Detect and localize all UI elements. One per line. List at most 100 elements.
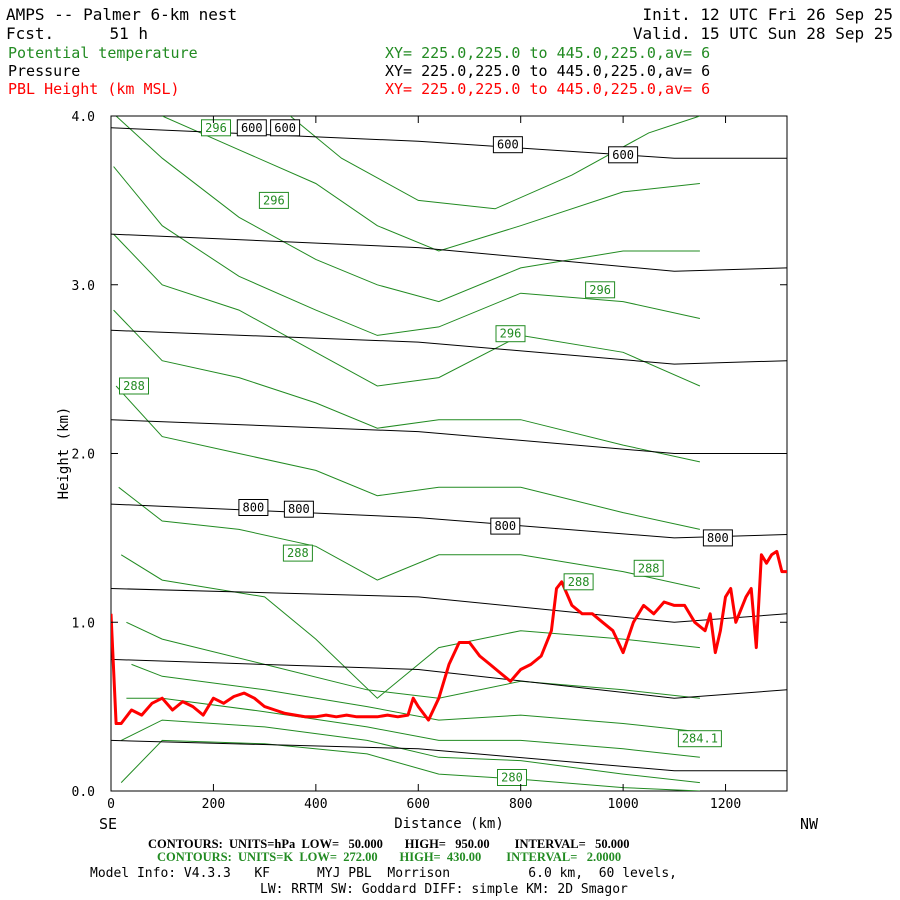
contour-label: 288 [563,573,594,591]
isentrope-line [120,554,700,699]
x-end-label-nw: NW [800,815,819,833]
contour-label: 296 [495,325,526,343]
contour-label: 296 [201,119,231,137]
contour-label-box [492,136,523,154]
contour-label-text: 284.1 [682,732,718,746]
contour-label-text: 800 [288,502,310,516]
isobar-line [111,233,787,272]
isentrope-line [126,697,700,758]
x-tick-label: 1200 [710,797,741,812]
contour-label-text: 600 [612,148,634,162]
isentrope-line [113,233,701,387]
x-tick-label: 600 [407,797,430,812]
contour-label-box [677,730,722,748]
contour-label: 600 [492,136,523,154]
axes-group: 0 200 400 600 800 1000 1200 0.0 1.0 2.0 3.0 4.0 [72,110,787,812]
contour-label: 800 [283,500,314,518]
isobar-line [111,588,787,623]
x-tick-label: 800 [509,797,532,812]
contour-label-text: 296 [205,121,227,135]
isentrope-line [289,116,701,210]
contour-labels-group: 296 600 600 600 600 296 296 296 288 800 800 800 800 2… [119,119,733,786]
x-tick-label: 0 [107,797,115,812]
contour-label-box [258,191,289,209]
isentrope-line [120,719,700,784]
contour-label-box [497,769,527,786]
contour-label: 800 [702,529,733,547]
contour-label-text: 600 [274,121,296,135]
contour-label-box [702,529,733,547]
footer-model-info-2: LW: RRTM SW: Goddard DIFF: simple KM: 2D… [260,882,628,897]
init-time: Init. 12 UTC Fri 26 Sep 25 [643,5,893,24]
contour-label-text: 296 [263,193,285,207]
isentrope-line [131,663,700,733]
isobars-group [111,127,787,772]
y-tick-label: 0.0 [72,785,95,800]
fcst-value: 51 h [109,24,148,43]
isobar-line [111,329,787,365]
contour-label: 288 [633,559,664,577]
contour-label-text: 800 [494,519,516,533]
x-tick-label: 200 [202,797,225,812]
legend-theta-section: XY= 225.0,225.0 to 445.0,225.0,av= 6 [385,44,710,62]
contour-label-box [238,499,269,516]
contour-label: 284.1 [677,730,722,748]
contour-label-text: 288 [123,379,145,393]
contour-label-text: 288 [287,546,309,560]
contour-label: 280 [497,769,527,786]
contour-label: 600 [270,119,301,137]
contour-label-text: 296 [500,327,522,341]
contour-label: 800 [490,517,521,535]
contour-label-box [608,146,639,164]
footer-contours-pressure: CONTOURS: UNITS=hPa LOW= 50.000 HIGH= 95… [148,837,629,851]
contour-label-text: 288 [638,561,660,575]
fcst-label: Fcst. [6,24,54,43]
contour-label-text: 296 [589,283,611,297]
isobar-line [111,419,787,454]
isentrope-line [113,309,701,463]
legend-pressure-section: XY= 225.0,225.0 to 445.0,225.0,av= 6 [385,62,710,80]
contour-label-box [282,544,313,562]
contour-label-text: 288 [568,575,590,589]
contour-label-box [236,119,267,137]
footer-contours-theta: CONTOURS: UNITS=K LOW= 272.00 HIGH= 430.… [157,850,621,864]
contour-label-box [490,517,521,535]
isobar-line [111,503,787,539]
contour-label-box [119,377,149,395]
pbl-height-line [111,549,787,725]
contour-label: 288 [282,544,313,562]
y-axis-title: Height (km) [56,407,72,500]
isobar-line [111,658,787,699]
isentrope-line [161,116,700,252]
isentrope-line [120,739,700,791]
y-tick-label: 4.0 [72,110,95,125]
isentrope-line [115,116,700,303]
isentrope-line [113,166,701,336]
isobar-line [111,739,787,772]
isentrope-line [126,621,700,699]
isentrope-line [115,385,701,530]
contour-label-text: 800 [707,531,729,545]
contour-label-text: 600 [497,138,519,152]
contour-label-box [283,500,314,518]
contour-label-box [563,573,594,591]
contour-label-box [495,325,526,343]
contour-label: 800 [238,499,269,516]
contour-label-box [270,119,301,137]
contour-label-text: 280 [501,771,523,785]
pbl-group [111,549,787,725]
y-tick-label: 1.0 [72,616,95,631]
contour-label: 296 [585,281,616,299]
contour-label: 600 [236,119,267,137]
y-tick-label: 3.0 [72,279,95,294]
valid-time: Valid. 15 UTC Sun 28 Sep 25 [633,24,893,43]
isentropes-group [113,116,701,791]
x-axis-title: Distance (km) [394,816,504,832]
footer-model-info-1: Model Info: V4.3.3 KF MYJ PBL Morrison 6… [90,866,677,881]
legend-theta-label: Potential temperature [8,44,198,62]
legend-pressure-label: Pressure [8,62,80,80]
y-tick-label: 2.0 [72,448,95,463]
legend-pbl-section: XY= 225.0,225.0 to 445.0,225.0,av= 6 [385,80,710,98]
legend-pbl-label: PBL Height (km MSL) [8,80,180,98]
